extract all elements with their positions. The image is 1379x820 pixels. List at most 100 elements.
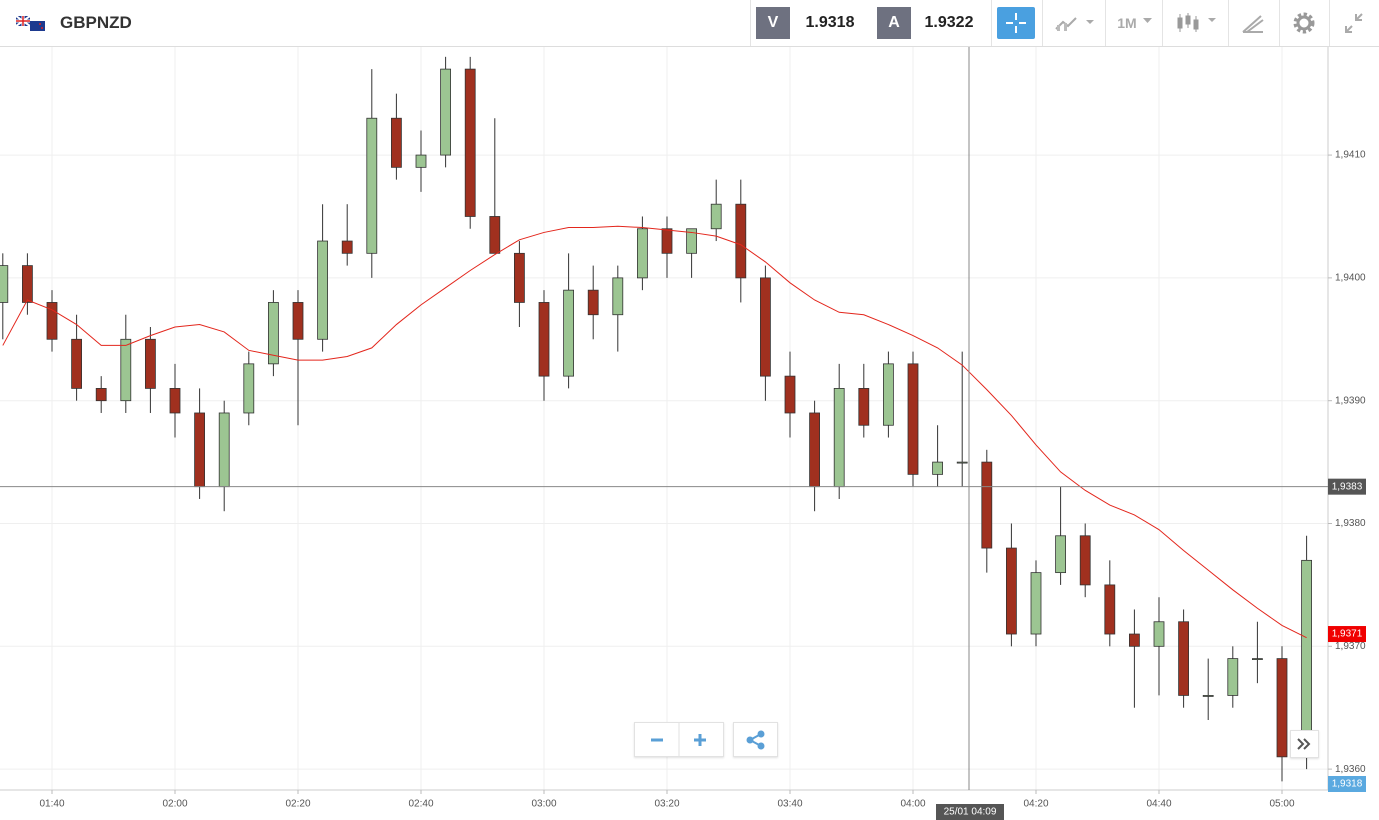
x-tick-label: 01:40 [39, 799, 64, 810]
share-button[interactable] [733, 722, 778, 757]
fullscreen-button[interactable] [1342, 12, 1366, 34]
x-tick-label: 03:20 [654, 799, 679, 810]
bid-badge [1328, 776, 1366, 792]
candle-body [587, 289, 599, 316]
indicators-button[interactable] [1054, 13, 1098, 33]
candle-body [981, 461, 993, 549]
draw-button[interactable] [1241, 12, 1265, 34]
candle-body [784, 375, 796, 414]
candle-body [95, 388, 107, 402]
candle-body [883, 363, 894, 426]
candle-body [1301, 559, 1312, 758]
crosshair-time-label: 25/01 04:09 [944, 807, 997, 818]
candle-body [1030, 572, 1042, 635]
candle-body [932, 461, 943, 475]
candle-body [1079, 535, 1091, 586]
x-tick-label: 04:20 [1023, 799, 1048, 810]
candle-body [907, 363, 919, 475]
y-tick-label: 1,9360 [1335, 764, 1366, 775]
y-tick-label: 1,9410 [1335, 150, 1366, 161]
candle-body [809, 412, 820, 488]
candle-body [1276, 658, 1288, 758]
candle-body [956, 461, 968, 464]
candle-body [292, 302, 304, 340]
candle-body [1227, 658, 1239, 696]
candle-body [1129, 633, 1140, 647]
crosshair-button[interactable] [997, 7, 1035, 39]
chart: 25/01 04:09 1,9318 1,9410 1,9400 1,9390 1,9… [0, 47, 1366, 820]
candle-body [1055, 535, 1066, 574]
x-tick-label: 02:40 [408, 799, 433, 810]
y-tick-label: 1,9380 [1335, 518, 1366, 529]
candle-body [120, 338, 132, 402]
x-tick-label: 04:00 [900, 799, 925, 810]
candle-body [366, 117, 378, 254]
moving-average-line [2, 225, 1307, 639]
flag-icon [16, 16, 45, 31]
candle-body [267, 302, 279, 365]
x-tick-label: 04:40 [1146, 799, 1171, 810]
crosshair-time-badge [936, 804, 1004, 820]
candle-body [464, 68, 476, 217]
candle-body [390, 117, 402, 168]
candle-body [243, 363, 255, 414]
zoom-in[interactable] [694, 734, 706, 746]
candle-body [514, 252, 525, 303]
symbol: GBPNZD [60, 13, 132, 32]
candle-body [415, 154, 427, 168]
candle-body [1006, 547, 1017, 635]
candle-body [1202, 695, 1214, 697]
x-tick-label: 03:00 [531, 799, 556, 810]
candle-body [710, 203, 722, 230]
timeframe-button[interactable]: 1M [1117, 15, 1137, 31]
candle-body [317, 240, 329, 340]
y-tick-label: 1,9400 [1335, 273, 1366, 284]
candle-body [489, 216, 501, 254]
candle-body [218, 412, 230, 488]
candle-body [71, 338, 82, 389]
x-tick-label: 03:40 [777, 799, 802, 810]
candle-body [833, 388, 845, 488]
sell-price[interactable]: 1.9318 [805, 14, 855, 31]
candle-body [686, 228, 697, 254]
y-tick-label: 1,9390 [1335, 395, 1366, 406]
candle-body [858, 388, 870, 426]
candle-body [612, 277, 624, 316]
chart-type-button[interactable] [1176, 12, 1220, 34]
candle-body [538, 302, 550, 377]
candle-body [21, 265, 33, 303]
scroll-right-button[interactable] [1290, 730, 1319, 758]
x-tick-label: 02:00 [162, 799, 187, 810]
settings-button[interactable] [1292, 11, 1316, 35]
crosshair-price-badge [1328, 478, 1366, 495]
crosshair-price-label: 1,9383 [1332, 481, 1363, 492]
candle-body [1153, 621, 1165, 647]
x-tick-label: 05:00 [1269, 799, 1294, 810]
candle-body [440, 68, 452, 156]
candle-body [46, 302, 58, 340]
x-tick-label: 02:20 [285, 799, 310, 810]
candle-body [661, 228, 673, 254]
buy-button[interactable]: A [877, 7, 911, 39]
last-price-label: 1,9371 [1332, 629, 1363, 640]
sell-button[interactable]: V [756, 7, 790, 39]
zoom-buttons [634, 722, 724, 757]
candle-body [194, 412, 206, 488]
candle-body [760, 277, 771, 377]
candle-body [735, 203, 747, 279]
bid-badge-label: 1,9318 [1332, 779, 1363, 790]
candle-body [341, 240, 353, 254]
candle-body [637, 228, 648, 279]
last-price-badge [1328, 626, 1366, 643]
candle-body [144, 338, 156, 389]
candle-body [169, 388, 181, 414]
toolbar: GBPNZD V 1.9318 A 1.9322 1M [0, 0, 1379, 47]
candle-body [1252, 658, 1263, 660]
candle-body [1178, 621, 1189, 696]
plot-area [0, 56, 1312, 782]
candle-body [0, 265, 9, 303]
buy-price[interactable]: 1.9322 [924, 14, 974, 31]
y-tick-label: 1,9370 [1335, 641, 1366, 652]
candle-body [1104, 584, 1116, 635]
